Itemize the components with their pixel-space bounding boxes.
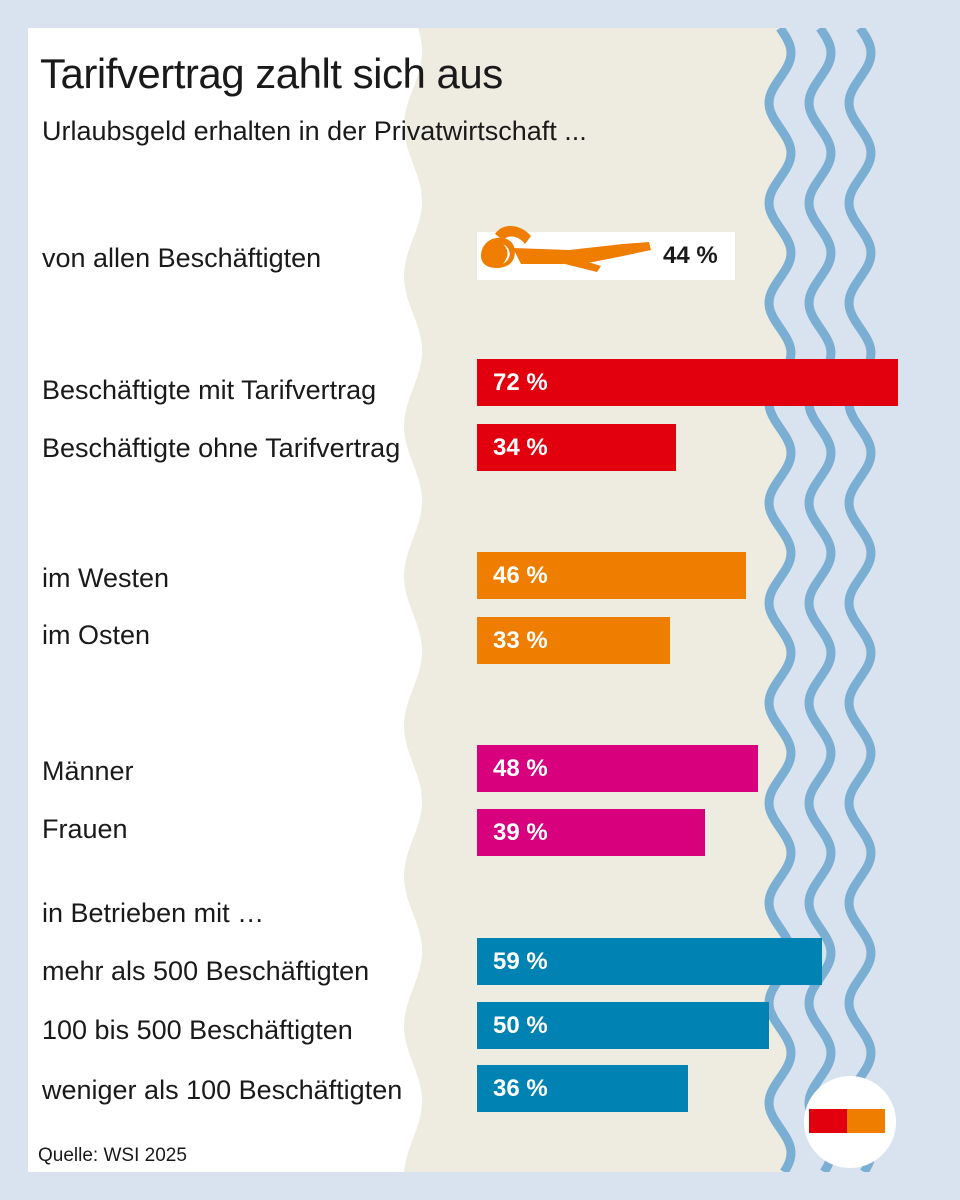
bar-value-women: 39 % <box>493 819 548 846</box>
label-west: im Westen <box>42 563 170 593</box>
bar-with-tarif: 72 % <box>477 359 898 406</box>
label-all-employees: von allen Beschäftigten <box>42 243 322 273</box>
bar-over-500: 59 % <box>477 938 822 985</box>
label-100-to-500: 100 bis 500 Beschäftigten <box>42 1015 353 1045</box>
bar-value-west: 46 % <box>493 562 548 589</box>
label-under-100: weniger als 100 Beschäftigten <box>42 1075 403 1105</box>
label-men: Männer <box>42 756 134 786</box>
bar-west: 46 % <box>477 552 746 599</box>
label-women: Frauen <box>42 814 128 844</box>
logo-icon <box>804 1076 896 1168</box>
bar-east: 33 % <box>477 617 670 664</box>
bar-under-100: 36 % <box>477 1065 688 1112</box>
wave-line-3 <box>844 28 876 1172</box>
bar-all-employees: 44 % <box>477 225 735 280</box>
bar-value-without-tarif: 34 % <box>493 434 548 461</box>
bar-100-to-500: 50 % <box>477 1002 769 1049</box>
label-company-size-heading: in Betrieben mit … <box>42 898 265 928</box>
bar-value-with-tarif: 72 % <box>493 369 548 396</box>
beach-background <box>404 28 960 1172</box>
label-with-tarif: Beschäftigte mit Tarifvertrag <box>42 375 377 405</box>
chart-subtitle: Urlaubsgeld erhalten in der Privatwirtsc… <box>42 116 587 146</box>
bar-value-under-100: 36 % <box>493 1075 548 1102</box>
label-east: im Osten <box>42 620 151 650</box>
bar-value-100-to-500: 50 % <box>493 1012 548 1039</box>
source-note: Quelle: WSI 2025 <box>38 1145 187 1166</box>
sunbathing-person-icon <box>481 225 651 272</box>
bar-value-all-employees: 44 % <box>663 242 718 269</box>
label-without-tarif: Beschäftigte ohne Tarifvertrag <box>42 433 401 463</box>
sand-area <box>404 28 791 1172</box>
label-over-500: mehr als 500 Beschäftigten <box>42 956 370 986</box>
bar-value-over-500: 59 % <box>493 948 548 975</box>
bar-value-men: 48 % <box>493 755 548 782</box>
infographic-card: Tarifvertrag zahlt sich aus Urlaubsgeld … <box>28 28 960 1172</box>
bar-value-east: 33 % <box>493 627 548 654</box>
bar-women: 39 % <box>477 809 705 856</box>
bar-men: 48 % <box>477 745 758 792</box>
bar-without-tarif: 34 % <box>477 424 676 471</box>
water-area <box>769 28 960 1172</box>
chart-title: Tarifvertrag zahlt sich aus <box>40 50 503 97</box>
